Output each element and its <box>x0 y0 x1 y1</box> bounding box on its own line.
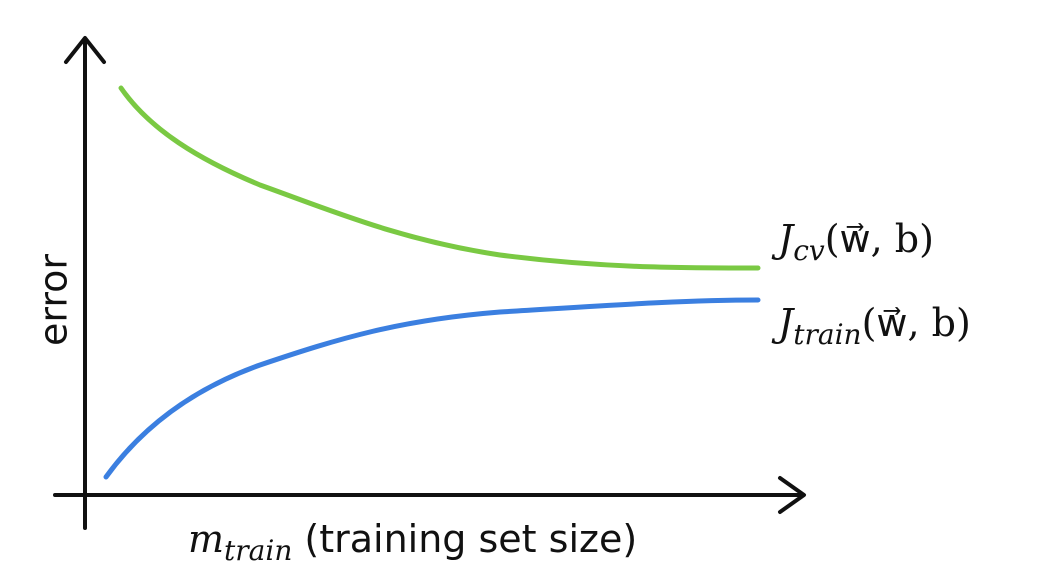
cv-label: Jcv(w⃗, b) <box>771 217 934 267</box>
x-subscript: train <box>224 534 292 567</box>
y-axis-label: error <box>32 254 76 346</box>
cv-args: (w⃗, b) <box>825 217 934 261</box>
train-subscript: train <box>793 318 861 351</box>
x-axis-arrow <box>778 476 806 514</box>
train-args: (w⃗, b) <box>862 301 971 345</box>
axes <box>53 36 806 530</box>
y-axis-arrow <box>64 36 106 64</box>
train-error-curve <box>103 297 761 480</box>
x-symbol: m <box>188 517 224 561</box>
cv-error-curve <box>118 85 761 271</box>
cv-subscript: cv <box>793 234 825 267</box>
x-axis-label: mtrain (training set size) <box>188 517 637 567</box>
x-text: (training set size) <box>304 517 637 561</box>
